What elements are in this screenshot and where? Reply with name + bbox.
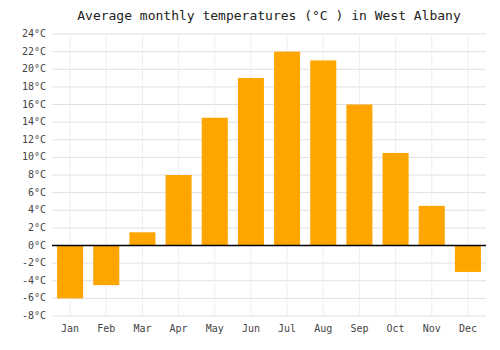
y-tick-label: 18°C [22, 81, 46, 92]
x-grid-line [467, 34, 468, 316]
x-tick-label: Sep [350, 323, 368, 334]
x-tick-label: Dec [459, 323, 477, 334]
x-tick-label: Nov [423, 323, 441, 334]
y-grid-line [52, 192, 486, 193]
y-tick-label: 14°C [22, 116, 46, 127]
y-tick-label: 6°C [28, 187, 46, 198]
y-axis: -8°C -6°C -4°C -2°C 0°C 2°C 4°C 6°C 8°C 10°C 12°C 1… [22, 28, 46, 321]
y-tick-label: -6°C [22, 292, 46, 303]
bar [419, 206, 445, 246]
y-tick-label: 22°C [22, 46, 46, 57]
title: Average monthly temperatures (°C ) in We… [77, 8, 461, 23]
bar [202, 118, 228, 246]
y-grid-line [52, 34, 486, 35]
y-tick-label: 10°C [22, 151, 46, 162]
x-tick-label: May [206, 323, 224, 334]
y-tick-label: 20°C [22, 63, 46, 74]
bar [383, 153, 409, 246]
y-tick-label: 24°C [22, 28, 46, 39]
x-tick-label: Jan [61, 323, 79, 334]
y-grid-line [52, 298, 486, 299]
y-grid-line [52, 175, 486, 176]
y-grid-line [52, 104, 486, 105]
y-tick-label: 16°C [22, 99, 46, 110]
y-grid-line [52, 157, 486, 158]
y-tick-label: -4°C [22, 275, 46, 286]
bar [310, 60, 336, 245]
bar [274, 52, 300, 246]
bars [57, 52, 481, 299]
x-tick-label: Apr [170, 323, 188, 334]
y-grid-line [52, 86, 486, 87]
y-tick-label: 8°C [28, 169, 46, 180]
y-grid-line [52, 139, 486, 140]
y-tick-label: -2°C [22, 257, 46, 268]
y-tick-label: 4°C [28, 204, 46, 215]
chart: Average monthly temperatures (°C ) in We… [0, 0, 500, 350]
x-grid-line [142, 34, 143, 316]
baseline [52, 245, 486, 247]
y-tick-label: 2°C [28, 222, 46, 233]
y-grid-line [52, 69, 486, 70]
x-tick-label: Mar [133, 323, 151, 334]
bar [455, 246, 481, 272]
bar [238, 78, 264, 245]
y-tick-label: 12°C [22, 134, 46, 145]
background [0, 0, 500, 350]
y-tick-label: -8°C [22, 310, 46, 321]
x-tick-label: Jul [278, 323, 296, 334]
bar [346, 105, 372, 246]
y-grid-line [52, 122, 486, 123]
y-grid-line [52, 316, 486, 317]
grid [52, 34, 486, 316]
bar [129, 232, 155, 245]
x-tick-label: Aug [314, 323, 332, 334]
bar [166, 175, 192, 246]
x-tick-label: Oct [387, 323, 405, 334]
x-grid-line [431, 34, 432, 316]
x-tick-label: Jun [242, 323, 260, 334]
y-tick-label: 0°C [28, 240, 46, 251]
bar [93, 246, 119, 286]
x-tick-label: Feb [97, 323, 115, 334]
y-grid-line [52, 245, 486, 246]
x-axis: Jan Feb Mar Apr May Jun Jul Aug Sep Oct Nov Dec [61, 323, 477, 334]
y-grid-line [52, 51, 486, 52]
bar [57, 246, 83, 299]
